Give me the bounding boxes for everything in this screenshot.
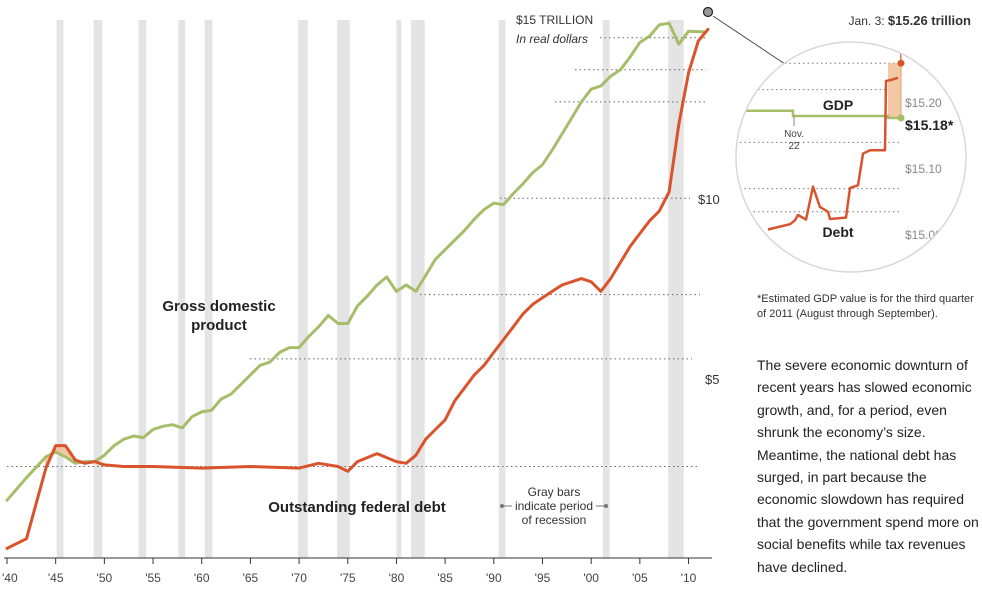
y-tick-label-10: $10 bbox=[698, 192, 720, 207]
y-top-sublabel: In real dollars bbox=[516, 32, 588, 46]
recession-note-dot-right bbox=[604, 504, 608, 508]
gdp-series-label: Gross domestic bbox=[162, 298, 275, 315]
x-tick-label-7: '75 bbox=[340, 571, 356, 585]
x-tick-label-14: '10 bbox=[681, 571, 697, 585]
inset-gdp-endpoint bbox=[897, 114, 905, 122]
endpoint-marker bbox=[702, 6, 714, 18]
endpoint-label-value: $15.26 trillion bbox=[888, 13, 971, 28]
inset-debt-line bbox=[767, 76, 899, 231]
x-tick-label-8: '80 bbox=[389, 571, 405, 585]
y-axis-labels: $10 $5 $15 TRILLION In real dollars bbox=[516, 13, 720, 387]
recession-note-line-3: of recession bbox=[522, 513, 587, 527]
x-tick-label-11: '95 bbox=[535, 571, 551, 585]
inset-border bbox=[735, 41, 967, 273]
inset-gdp-value: $15.18* bbox=[905, 117, 954, 133]
inset-debt-label: Debt bbox=[822, 224, 853, 240]
recession-bar-5 bbox=[298, 20, 308, 558]
x-tick-label-1: '45 bbox=[48, 571, 64, 585]
inset-gdp-label: GDP bbox=[823, 97, 853, 113]
recession-note: Gray bars indicate period of recession bbox=[500, 485, 608, 527]
x-tick-label-4: '60 bbox=[194, 571, 210, 585]
connector-line bbox=[712, 15, 789, 67]
x-tick-label-9: '85 bbox=[437, 571, 453, 585]
gdp-series-label-2: product bbox=[191, 317, 247, 334]
inset-gap-shading bbox=[888, 63, 901, 118]
inset-date-label-1: Nov. bbox=[784, 129, 804, 140]
recession-note-line-1: Gray bars bbox=[528, 485, 581, 499]
x-tick-label-5: '65 bbox=[243, 571, 259, 585]
endpoint-label-prefix: Jan. 3: bbox=[849, 14, 888, 28]
x-tick-label-3: '55 bbox=[145, 571, 161, 585]
recession-bar-9 bbox=[498, 20, 506, 558]
recession-bar-0 bbox=[56, 20, 64, 558]
recession-bar-4 bbox=[204, 20, 213, 558]
x-tick-label-12: '00 bbox=[583, 571, 599, 585]
inset-marks bbox=[738, 42, 905, 231]
zoom-inset: $15.20$15.10$15.00 GDP Debt Nov. 22 $15.… bbox=[735, 41, 967, 273]
recession-note-dot-left bbox=[500, 504, 504, 508]
x-axis: '40 '45 '50 '55 '60 '65 '70 '75 '80 '85 '90 '95 '00 '… bbox=[2, 557, 712, 585]
inset-y-tick-label-0: $15.20 bbox=[905, 96, 942, 110]
footnote: *Estimated GDP value is for the third qu… bbox=[757, 293, 974, 320]
recession-bar-3 bbox=[178, 20, 186, 558]
recession-bars bbox=[56, 20, 684, 558]
endpoint-label: Jan. 3: $15.26 trillion bbox=[849, 13, 972, 28]
x-tick-label-2: '50 bbox=[97, 571, 113, 585]
inset-date-label-2: 22 bbox=[788, 141, 800, 152]
x-tick-label-10: '90 bbox=[486, 571, 502, 585]
series-labels: Gross domestic product Outstanding feder… bbox=[162, 298, 445, 516]
gridlines bbox=[7, 37, 706, 467]
recession-note-line-2: indicate period bbox=[515, 499, 593, 513]
y-tick-label-5: $5 bbox=[705, 372, 719, 387]
x-tick-label-13: '05 bbox=[632, 571, 648, 585]
y-top-label: $15 TRILLION bbox=[516, 13, 593, 27]
description: The severe economic downturn of recent y… bbox=[757, 357, 979, 575]
recession-bar-10 bbox=[602, 20, 610, 558]
inset-y-tick-label-1: $15.10 bbox=[905, 162, 942, 176]
endpoint-callout: Jan. 3: $15.26 trillion bbox=[702, 6, 972, 67]
recession-bar-1 bbox=[93, 20, 103, 558]
recession-bar-2 bbox=[138, 20, 147, 558]
recession-bar-6 bbox=[337, 20, 350, 558]
recession-bar-11 bbox=[668, 20, 684, 558]
x-tick-label-0: '40 bbox=[2, 571, 18, 585]
inset-background bbox=[736, 42, 966, 272]
series-group bbox=[5, 21, 710, 550]
gdp-series-line bbox=[5, 21, 706, 502]
x-tick-label-6: '70 bbox=[291, 571, 307, 585]
debt-series-line bbox=[5, 27, 710, 550]
debt-series-label: Outstanding federal debt bbox=[268, 499, 446, 516]
inset-gdp-line bbox=[738, 109, 901, 120]
